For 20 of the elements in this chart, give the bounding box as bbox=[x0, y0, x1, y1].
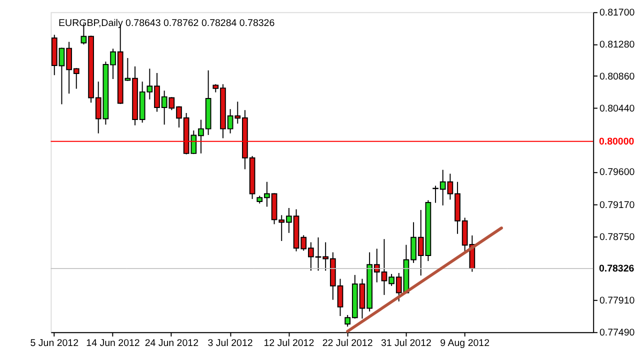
y-tick-label: 0.81700 bbox=[599, 8, 636, 19]
x-tick-label: 14 Jun 2012 bbox=[86, 338, 140, 350]
x-tick-label: 24 Jun 2012 bbox=[144, 338, 199, 350]
y-tick-label: 0.79170 bbox=[599, 200, 636, 211]
x-tick-label: 22 Jul 2012 bbox=[322, 338, 373, 350]
x-tick-label: 5 Jun 2012 bbox=[30, 338, 79, 350]
ref-line-label: 0.80000 bbox=[598, 136, 635, 148]
y-tick-label: 0.77910 bbox=[599, 296, 636, 307]
y-tick-label: 0.78750 bbox=[599, 232, 636, 243]
y-tick-label: 0.77490 bbox=[599, 328, 636, 339]
y-tick-label: 0.79600 bbox=[599, 167, 636, 178]
y-tick-label: 0.80860 bbox=[599, 71, 636, 82]
x-tick-label: 12 Jul 2012 bbox=[264, 338, 314, 350]
x-tick-label: 31 Jul 2012 bbox=[380, 338, 432, 350]
ref-line-label: 0.78326 bbox=[598, 263, 635, 274]
y-tick-label: 0.81280 bbox=[599, 39, 636, 50]
x-tick-label: 3 Jul 2012 bbox=[208, 338, 253, 350]
text: EURGBP,Daily 0.78643 0.78762 0.78284 0.78326 bbox=[58, 18, 275, 29]
x-tick-label: 9 Aug 2012 bbox=[440, 338, 490, 350]
y-tick-label: 0.80440 bbox=[599, 103, 636, 114]
